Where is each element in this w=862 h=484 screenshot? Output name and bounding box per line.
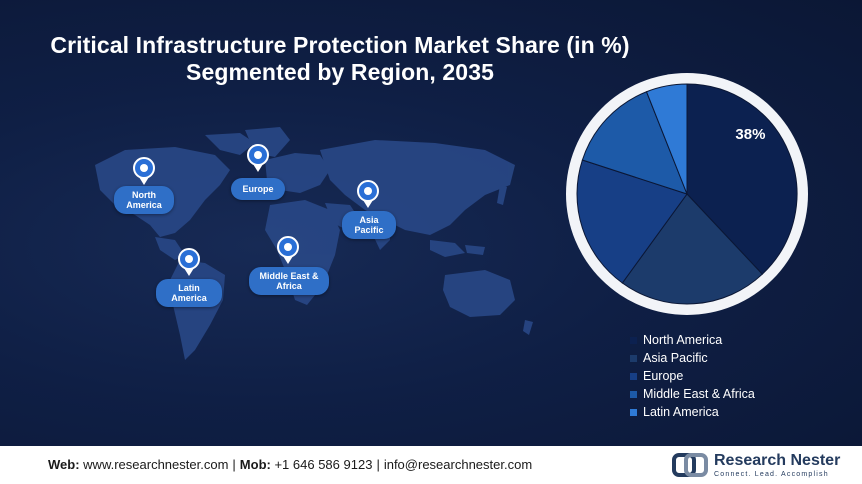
title-line-2: Segmented by Region, 2035 (186, 59, 494, 85)
pie-data-label: 38% (735, 126, 765, 143)
legend-label: North America (643, 333, 723, 347)
pie-slice-europe (576, 159, 688, 284)
legend-item: North America (630, 331, 755, 349)
legend-item: Latin America (630, 403, 755, 421)
legend-label: Middle East & Africa (643, 387, 755, 401)
footer: Web: www.researchnester.com | Mob: +1 646 … (0, 446, 862, 484)
chart-legend: North America Asia Pacific Europe Middle Ea… (630, 331, 755, 421)
pie-slice-latin-america (645, 83, 688, 195)
legend-swatch (630, 354, 637, 362)
brand-logo: Research Nester Connect. Lead. Accomplis… (672, 451, 840, 481)
website-link[interactable]: www.researchnester.com (83, 457, 229, 472)
legend-label: Latin America (643, 405, 719, 419)
chart-title: Critical Infrastructure Protection Marke… (10, 32, 670, 86)
south-america-shape (170, 260, 225, 360)
middle-east-africa-map-label: Middle East & Africa (249, 267, 329, 295)
legend-item: Middle East & Africa (630, 385, 755, 403)
contact-info: Web: www.researchnester.com | Mob: +1 646 … (48, 457, 533, 472)
legend-swatch (630, 408, 637, 416)
web-label: Web: (48, 457, 80, 472)
pie-slice-middle-east-africa (581, 91, 688, 195)
brand-name: Research Nester (714, 452, 841, 469)
mob-label: Mob: (239, 457, 271, 472)
legend-swatch (630, 336, 637, 344)
legend-item: Europe (630, 367, 755, 385)
brand-tagline: Connect. Lead. Accomplish (714, 471, 829, 478)
north-america-map-label: North America (114, 186, 174, 214)
europe-map-label: Europe (231, 178, 285, 200)
asia-pacific-map-label: Asia Pacific (342, 211, 396, 239)
pie-slice-north-america (686, 83, 798, 275)
legend-label: Europe (643, 369, 684, 383)
australia-shape (443, 270, 515, 317)
legend-swatch (630, 372, 637, 380)
legend-swatch (630, 390, 637, 398)
email-link[interactable]: info@researchnester.com (383, 457, 533, 472)
research-nester-logo-icon (672, 453, 708, 477)
latin-america-map-label: Latin America (156, 279, 222, 307)
pie-chart: 38% (563, 70, 811, 318)
legend-label: Asia Pacific (643, 351, 708, 365)
title-line-1: Critical Infrastructure Protection Marke… (50, 32, 630, 58)
legend-item: Asia Pacific (630, 349, 755, 367)
world-map (95, 127, 533, 360)
pie-slice-asia-pacific (621, 193, 764, 305)
phone-number: +1 646 586 9123 (274, 457, 373, 472)
